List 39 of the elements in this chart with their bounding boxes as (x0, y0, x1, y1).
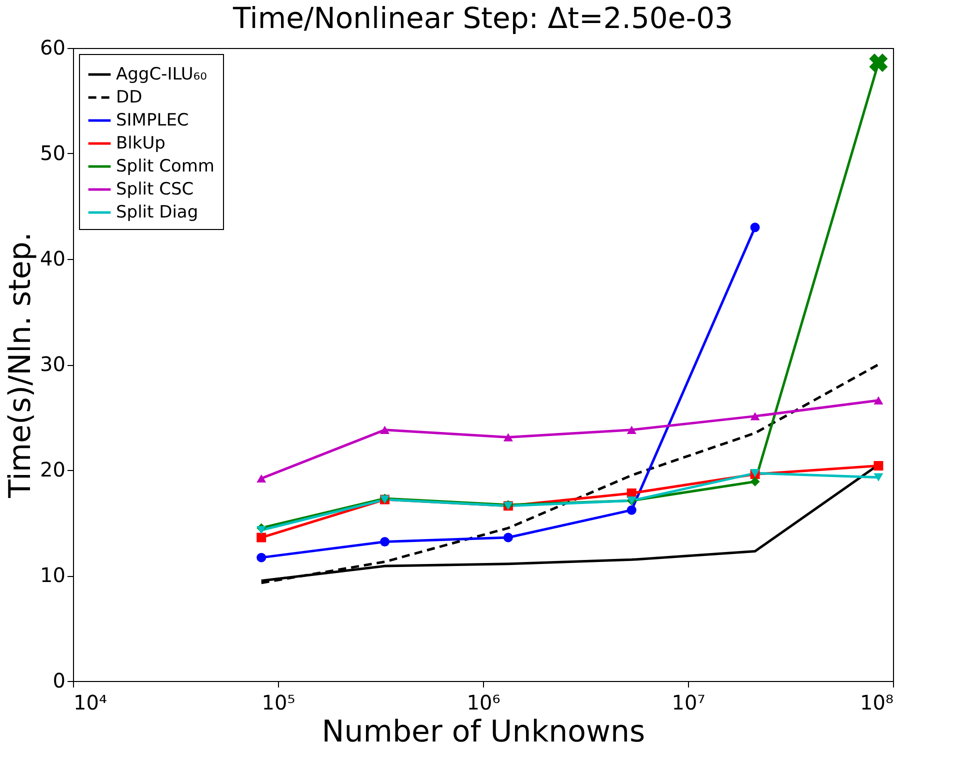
y-tick-label: 50 (40, 141, 66, 165)
x-tick-label: 10⁸ (860, 690, 894, 714)
legend-label: Split Diag (116, 202, 198, 222)
point (874, 473, 884, 482)
y-tick-label: 30 (40, 352, 66, 376)
legend-label: Split Comm (116, 156, 214, 176)
point (874, 396, 884, 404)
legend-label: Split CSC (116, 180, 194, 200)
x-tick-label: 10⁴ (74, 690, 107, 714)
point (874, 461, 884, 471)
point (750, 412, 760, 420)
y-tick-label: 40 (40, 246, 66, 270)
y-tick-label: 60 (40, 36, 66, 60)
y-tick-label: 20 (40, 458, 66, 482)
legend-label: BlkUp (116, 134, 166, 154)
point (750, 222, 760, 232)
x-tick-label: 10⁵ (262, 690, 296, 714)
point (869, 54, 888, 72)
point (503, 532, 513, 542)
point (380, 426, 390, 434)
x-tick-label: 10⁶ (466, 690, 500, 714)
point (256, 552, 266, 562)
point (256, 526, 266, 534)
point (750, 476, 760, 486)
point (503, 433, 513, 442)
legend-label: SIMPLEC (116, 110, 189, 130)
y-tick-label: 0 (52, 668, 66, 692)
point (380, 537, 390, 546)
legend-label: DD (116, 88, 142, 108)
y-axis-title: Time(s)/Nln. step. (3, 232, 38, 499)
x-axis-title: Number of Unknowns (322, 714, 646, 750)
point (626, 426, 636, 434)
point (256, 474, 266, 483)
point (256, 532, 266, 542)
y-tick-label: 10 (40, 563, 66, 587)
legend-label: AggC-ILU₆₀ (116, 64, 208, 84)
chart-title: Time/Nonlinear Step: Δt=2.50e-03 (232, 1, 734, 35)
x-tick-label: 10⁷ (672, 690, 706, 714)
point (626, 505, 636, 515)
